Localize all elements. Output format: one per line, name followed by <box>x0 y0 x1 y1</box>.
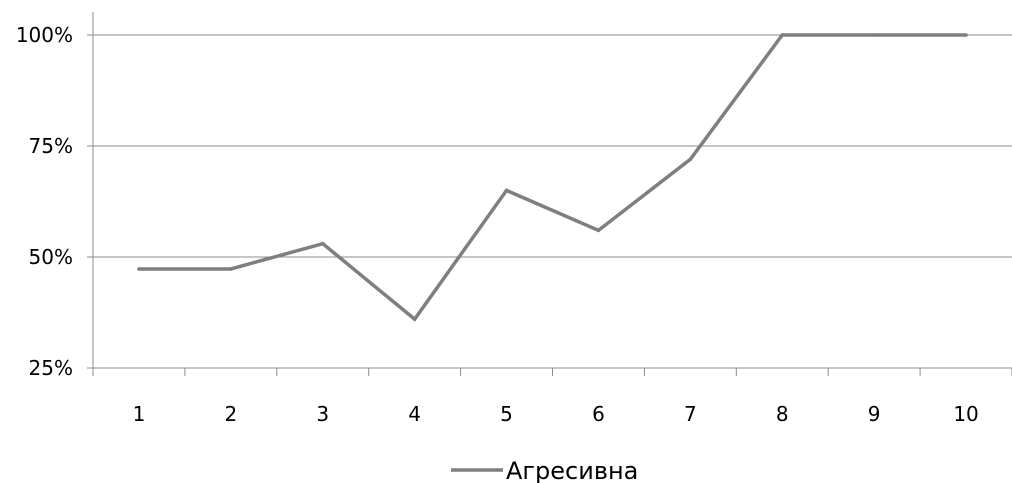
y-tick-label: 50% <box>29 245 73 269</box>
data-point <box>321 241 325 246</box>
data-point <box>504 188 509 193</box>
x-tick-label: 2 <box>224 402 237 426</box>
x-tick-label: 10 <box>953 402 978 426</box>
data-point <box>688 157 693 162</box>
data-point <box>229 267 233 271</box>
x-tick-label: 5 <box>500 402 513 426</box>
y-tick-label: 100% <box>16 23 73 47</box>
x-tick-label: 8 <box>776 402 789 426</box>
y-tick-label: 25% <box>29 356 73 380</box>
data-point <box>137 267 141 271</box>
data-point <box>964 33 968 37</box>
x-tick-label: 9 <box>868 402 881 426</box>
x-tick-label: 7 <box>684 402 697 426</box>
x-tick-label: 1 <box>133 402 146 426</box>
data-point <box>412 317 417 321</box>
x-tick-label: 4 <box>408 402 421 426</box>
data-point <box>596 228 601 233</box>
data-point <box>780 33 784 37</box>
y-tick-label: 75% <box>29 134 73 158</box>
series-line <box>138 33 967 322</box>
data-point <box>872 33 876 37</box>
x-tick-label: 3 <box>316 402 329 426</box>
legend-label: Агресивна <box>506 457 638 483</box>
x-tick-label: 6 <box>592 402 605 426</box>
